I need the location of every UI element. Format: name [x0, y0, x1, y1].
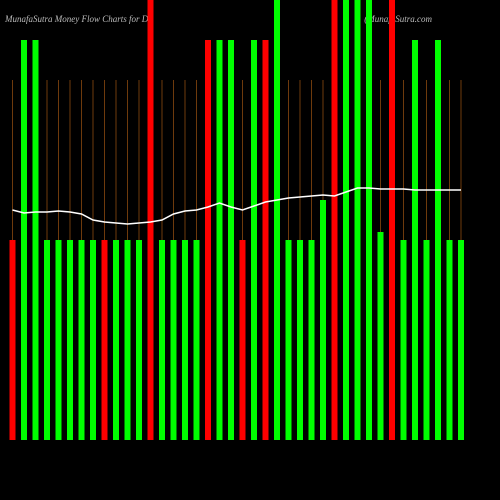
bar	[412, 40, 418, 440]
bar	[239, 240, 246, 440]
bar	[159, 240, 165, 440]
bar	[205, 40, 211, 440]
bar	[389, 0, 395, 440]
bar	[308, 240, 315, 440]
bar	[435, 40, 441, 440]
bar	[193, 240, 200, 440]
bar	[113, 240, 119, 440]
bar	[377, 232, 384, 440]
bar	[55, 240, 62, 440]
bar	[400, 240, 407, 440]
bar	[297, 240, 303, 440]
bar	[32, 40, 39, 440]
bar	[354, 0, 361, 440]
chart-title: MunafaSutra Money Flow Charts for D	[4, 14, 149, 24]
bar	[285, 240, 292, 440]
bar	[446, 240, 453, 440]
bar	[9, 240, 16, 440]
watermark: (MunafaSutra.com	[364, 14, 432, 24]
bar	[136, 240, 142, 440]
bar	[251, 40, 257, 440]
bar	[423, 240, 430, 440]
bar	[228, 40, 234, 440]
bar	[320, 200, 326, 440]
bar	[90, 240, 96, 440]
bar	[343, 0, 349, 440]
bar	[331, 0, 338, 440]
price-line	[12, 187, 461, 225]
bar	[21, 40, 27, 440]
bar	[67, 240, 73, 440]
bar	[262, 40, 269, 440]
bar	[147, 0, 154, 440]
bar	[216, 40, 223, 440]
bar	[274, 0, 280, 440]
bar	[182, 240, 188, 440]
bar	[366, 0, 372, 440]
bar	[101, 240, 108, 440]
bar	[458, 240, 464, 440]
bar	[124, 240, 131, 440]
bar	[44, 240, 50, 440]
bar	[78, 240, 85, 440]
bar	[170, 240, 177, 440]
